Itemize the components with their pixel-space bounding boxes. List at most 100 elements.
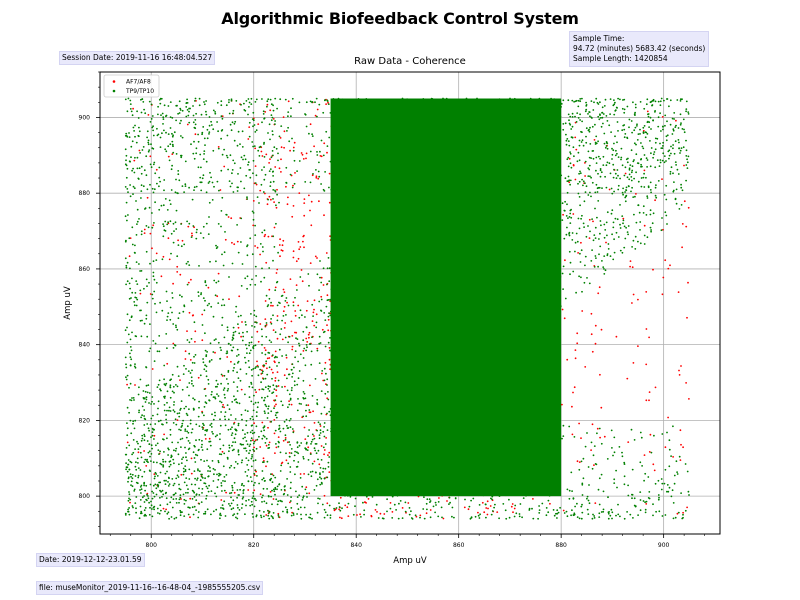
data-point: [144, 458, 147, 461]
data-point: [215, 379, 218, 382]
data-point: [661, 125, 664, 128]
data-point: [136, 457, 139, 460]
data-point: [642, 129, 645, 132]
data-point: [679, 459, 682, 461]
data-point: [580, 217, 582, 220]
data-point: [157, 484, 160, 487]
data-point: [233, 423, 235, 425]
data-point: [308, 194, 310, 197]
data-point: [150, 504, 153, 507]
data-point: [398, 275, 401, 277]
data-point: [432, 110, 435, 112]
data-point: [271, 392, 273, 394]
data-point: [686, 470, 689, 473]
data-point: [633, 504, 636, 507]
data-point: [163, 179, 166, 181]
data-point: [207, 378, 210, 381]
data-point: [322, 154, 325, 157]
data-point: [311, 101, 314, 103]
data-point: [678, 369, 680, 372]
data-point: [521, 184, 524, 186]
data-point: [667, 416, 669, 419]
data-point: [290, 507, 293, 509]
data-point: [271, 133, 274, 136]
data-point: [561, 219, 564, 222]
data-point: [604, 269, 607, 272]
data-point: [208, 440, 211, 443]
data-point: [321, 372, 323, 375]
data-point: [597, 488, 600, 491]
data-point: [326, 294, 329, 297]
data-point: [554, 182, 557, 185]
data-point: [192, 114, 195, 117]
data-point: [375, 404, 378, 406]
data-point: [287, 406, 289, 409]
data-point: [670, 152, 672, 155]
data-point: [341, 162, 344, 165]
data-point: [175, 447, 178, 450]
data-point: [665, 184, 668, 187]
data-point: [617, 97, 619, 100]
data-point: [174, 492, 177, 495]
data-point: [536, 173, 538, 176]
data-point: [353, 362, 356, 365]
data-point: [244, 361, 247, 364]
data-point: [293, 182, 296, 185]
data-point: [265, 294, 268, 297]
data-point: [683, 128, 685, 131]
data-point: [318, 498, 321, 500]
data-point: [172, 409, 175, 411]
data-point: [424, 382, 426, 384]
data-point: [307, 435, 309, 437]
data-point: [193, 470, 196, 472]
data-point: [256, 360, 258, 363]
data-point: [645, 214, 648, 216]
data-point: [677, 139, 680, 141]
data-point: [148, 100, 151, 103]
data-point: [158, 185, 160, 188]
data-point: [291, 215, 294, 218]
data-point: [404, 501, 407, 504]
data-point: [143, 287, 145, 290]
data-point: [156, 127, 158, 130]
data-point: [476, 368, 478, 370]
data-point: [146, 301, 149, 304]
data-point: [516, 161, 519, 164]
data-point: [478, 194, 480, 197]
data-point: [305, 157, 307, 160]
data-point: [284, 485, 286, 487]
data-point: [372, 353, 375, 356]
data-point: [157, 383, 160, 386]
data-point: [630, 190, 632, 193]
data-point: [473, 202, 475, 205]
data-point: [254, 344, 257, 347]
data-point: [619, 249, 622, 252]
data-point: [256, 330, 259, 333]
data-point: [303, 506, 306, 509]
data-point: [613, 190, 615, 193]
data-point: [319, 342, 322, 344]
data-point: [205, 160, 208, 163]
data-point: [160, 463, 163, 466]
data-point: [162, 423, 164, 426]
data-point: [672, 502, 675, 504]
data-point: [590, 333, 593, 336]
data-point: [383, 513, 386, 515]
data-point: [467, 201, 470, 204]
data-point: [128, 493, 131, 496]
data-point: [561, 202, 564, 205]
data-point: [315, 97, 318, 100]
data-point: [526, 440, 529, 442]
data-point: [215, 508, 218, 511]
data-point: [647, 113, 649, 116]
data-point: [183, 470, 185, 473]
data-point: [471, 150, 474, 153]
data-point: [517, 176, 520, 178]
data-point: [154, 302, 156, 305]
data-point: [490, 189, 492, 192]
data-point: [556, 509, 559, 512]
data-point: [333, 153, 336, 156]
data-point: [558, 121, 560, 124]
data-point: [637, 180, 640, 183]
data-point: [611, 147, 613, 150]
